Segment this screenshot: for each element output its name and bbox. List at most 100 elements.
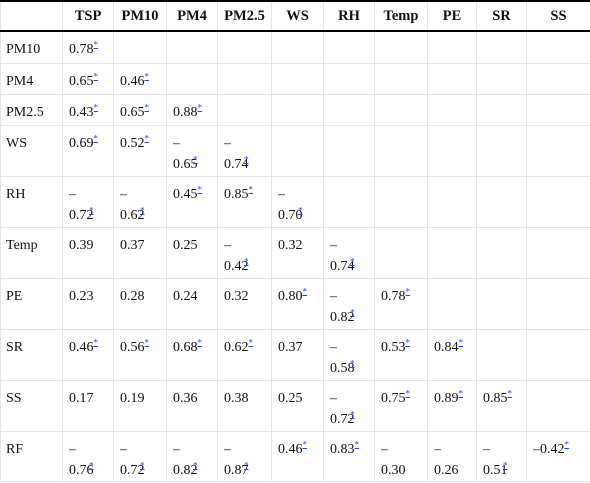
significance-star-link[interactable]: * xyxy=(93,39,99,50)
significance-star-link[interactable]: * xyxy=(564,438,570,449)
table-cell xyxy=(427,277,477,330)
significance-star-link[interactable]: * xyxy=(244,153,249,164)
correlation-value: –0.87 xyxy=(224,441,249,478)
significance-star-link[interactable]: * xyxy=(144,101,150,112)
significance-star-link[interactable]: * xyxy=(89,204,94,215)
significance-star-link[interactable]: * xyxy=(298,204,303,215)
correlation-value: 0.62 xyxy=(224,339,249,355)
table-cell xyxy=(323,124,375,177)
table-cell: 0.85* xyxy=(217,175,272,228)
table-cell: –0.51 * xyxy=(476,430,527,482)
significance-star-link[interactable]: * xyxy=(458,336,464,347)
table-cell xyxy=(271,30,324,64)
significance-star-link[interactable]: * xyxy=(458,387,464,398)
table-cell: –0.74 * xyxy=(217,124,272,177)
correlation-value: 0.23 xyxy=(69,288,94,304)
table-cell: 0.28 xyxy=(113,277,167,330)
significance-star-link[interactable]: * xyxy=(93,132,99,143)
significance-star-link[interactable]: * xyxy=(144,70,150,81)
significance-star-link[interactable]: * xyxy=(244,255,249,266)
significance-star-link[interactable]: * xyxy=(140,204,145,215)
significance-star-link[interactable]: * xyxy=(197,183,203,194)
correlation-value: 0.37 xyxy=(120,237,145,253)
table-body: PM10 0.78* PM4 0.65* 0.46* PM2.5 0.43* 0.65* 0.8… xyxy=(0,30,590,482)
significance-star-link[interactable]: * xyxy=(405,285,411,296)
table-cell xyxy=(374,175,428,228)
column-header: TSP xyxy=(62,0,114,32)
significance-star-link[interactable]: * xyxy=(405,387,411,398)
column-header: PM2.5 xyxy=(217,0,272,32)
table-cell: 0.53* xyxy=(374,328,428,381)
table-cell xyxy=(526,62,590,95)
significance-star-link[interactable]: * xyxy=(350,255,355,266)
significance-star-link[interactable]: * xyxy=(248,183,254,194)
correlation-value: –0.65 xyxy=(173,135,198,172)
correlation-value: 0.53 xyxy=(381,339,406,355)
table-cell xyxy=(526,328,590,381)
table-cell xyxy=(476,226,527,279)
table-cell xyxy=(323,62,375,95)
significance-star-link[interactable]: * xyxy=(193,459,198,470)
table-cell: 0.32 xyxy=(271,226,324,279)
correlation-value: 0.24 xyxy=(173,288,198,304)
significance-star-link[interactable]: * xyxy=(354,438,360,449)
table-cell xyxy=(374,62,428,95)
correlation-value: 0.84 xyxy=(434,339,459,355)
correlation-value: –0.82 xyxy=(173,441,198,478)
correlation-value: 0.78 xyxy=(381,288,406,304)
column-header: PE xyxy=(427,0,477,32)
significance-star-link[interactable]: * xyxy=(503,459,508,470)
significance-star-link[interactable]: * xyxy=(197,336,203,347)
correlation-value: 0.25 xyxy=(278,390,303,406)
significance-star-link[interactable]: * xyxy=(405,336,411,347)
correlation-value: 0.85 xyxy=(224,186,249,202)
significance-star-link[interactable]: * xyxy=(144,336,150,347)
table-row: RF –0.76 * –0.72 * –0.82 * –0.87 * 0.46* 0.83* –0.3… xyxy=(0,430,590,482)
correlation-value: 0.39 xyxy=(69,237,94,253)
significance-star-link[interactable]: * xyxy=(350,306,355,317)
table-cell: 0.89* xyxy=(427,379,477,432)
significance-star-link[interactable]: * xyxy=(89,459,94,470)
table-cell: 0.43* xyxy=(62,93,114,126)
table-cell: 0.78* xyxy=(374,277,428,330)
correlation-value: –0.76 xyxy=(69,441,94,478)
table-cell: –0.82 * xyxy=(323,277,375,330)
correlation-value: 0.43 xyxy=(69,104,94,120)
significance-star-link[interactable]: * xyxy=(507,387,513,398)
significance-star-link[interactable]: * xyxy=(93,101,99,112)
significance-star-link[interactable]: * xyxy=(140,459,145,470)
significance-star-link[interactable]: * xyxy=(93,70,99,81)
table-cell: –0.62 * xyxy=(113,175,167,228)
significance-star-link[interactable]: * xyxy=(244,459,249,470)
correlation-value: 0.69 xyxy=(69,135,94,151)
table-cell xyxy=(427,226,477,279)
table-cell: 0.80* xyxy=(271,277,324,330)
table-cell: 0.32 xyxy=(217,277,272,330)
significance-star-link[interactable]: * xyxy=(350,408,355,419)
significance-star-link[interactable]: * xyxy=(197,101,203,112)
table-cell: 0.23 xyxy=(62,277,114,330)
table-row: SR 0.46* 0.56* 0.68* 0.62* 0.37–0.58 * 0.53* 0.8… xyxy=(0,328,590,381)
significance-star-link[interactable]: * xyxy=(248,336,254,347)
significance-star-link[interactable]: * xyxy=(302,438,308,449)
table-row: PE 0.23 0.28 0.24 0.32 0.80* –0.82 * 0.78* xyxy=(0,277,590,330)
table-cell xyxy=(427,93,477,126)
table-cell: 0.19 xyxy=(113,379,167,432)
table-cell: 0.78* xyxy=(62,30,114,64)
correlation-value: –0.74 xyxy=(330,237,355,274)
row-header: PM2.5 xyxy=(0,93,63,126)
table-cell: –0.72 * xyxy=(113,430,167,482)
significance-star-link[interactable]: * xyxy=(144,132,150,143)
correlation-value: 0.25 xyxy=(173,237,198,253)
correlation-value: –0.42 xyxy=(533,441,565,457)
significance-star-link[interactable]: * xyxy=(302,285,308,296)
significance-star-link[interactable]: * xyxy=(93,336,99,347)
correlation-value: –0.30 xyxy=(381,441,406,478)
table-cell xyxy=(526,175,590,228)
table-cell xyxy=(526,124,590,177)
significance-star-link[interactable]: * xyxy=(193,153,198,164)
table-cell: 0.84* xyxy=(427,328,477,381)
table-cell: 0.83* xyxy=(323,430,375,482)
significance-star-link[interactable]: * xyxy=(350,357,355,368)
